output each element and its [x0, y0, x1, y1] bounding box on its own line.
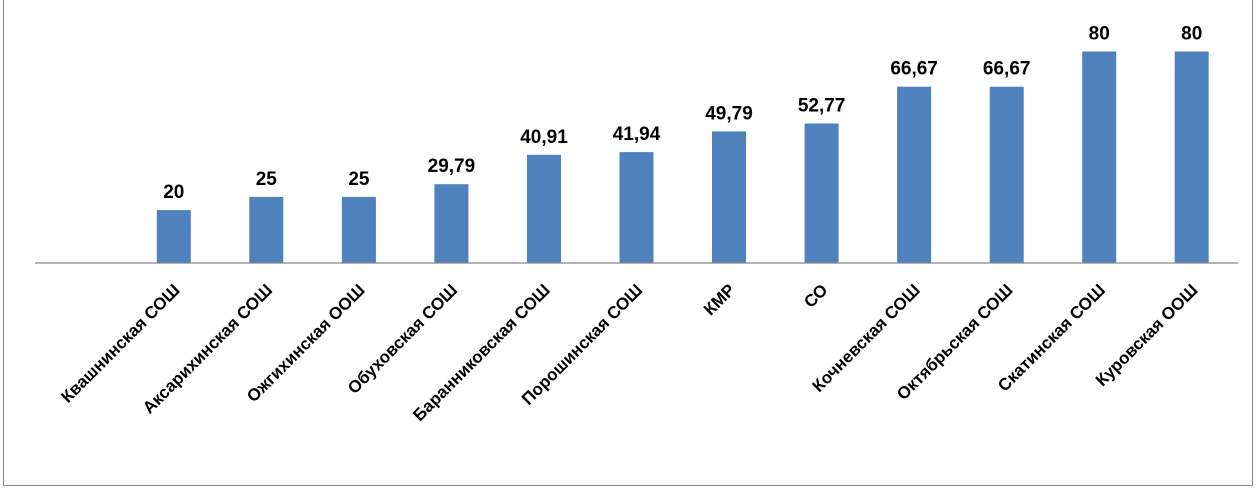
bar-6 [619, 152, 654, 263]
bar-1 [156, 210, 191, 263]
x-tick-label-8: СО [800, 280, 831, 311]
bar-2 [249, 196, 284, 263]
bars-group [156, 51, 1209, 263]
data-label-4: 29,79 [428, 156, 476, 177]
bar-12 [1174, 51, 1209, 263]
data-label-10: 66,67 [983, 59, 1031, 80]
data-label-7: 49,79 [705, 103, 753, 124]
data-label-11: 80 [1089, 24, 1110, 45]
bar-10 [989, 86, 1024, 263]
bar-11 [1082, 51, 1117, 263]
x-tick-label-12: Куровская ООШ [1092, 280, 1202, 390]
x-tick-label-7: КМР [700, 280, 739, 319]
bar-7 [712, 131, 746, 263]
data-label-12: 80 [1181, 24, 1202, 45]
data-label-8: 52,77 [798, 96, 846, 117]
bar-4 [434, 184, 469, 263]
data-label-3: 25 [348, 169, 370, 190]
bar-3 [341, 196, 376, 263]
data-label-9: 66,67 [890, 59, 938, 80]
data-label-1: 20 [163, 182, 184, 203]
bar-9 [897, 86, 932, 263]
bar-8 [804, 123, 839, 263]
data-label-5: 40,91 [520, 127, 568, 148]
data-label-6: 41,94 [613, 124, 661, 145]
data-label-2: 25 [256, 169, 278, 190]
data-labels-group: 20 25 25 29,79 40,91 41,94 49,79 52,77 66,67 66,6… [163, 24, 1202, 204]
bar-5 [527, 154, 561, 263]
